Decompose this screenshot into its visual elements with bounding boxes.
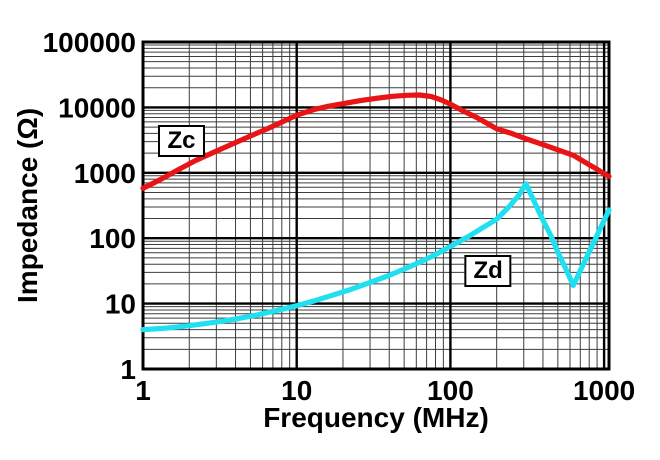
x-axis-tick: 10 [281,375,312,406]
x-axis-tick: 1 [135,375,151,406]
y-axis-tick: 10000 [58,92,136,123]
plot-border [141,40,611,371]
series-label-zd: Zd [464,255,512,287]
y-axis-tick: 1 [120,354,136,385]
y-axis-tick: 100000 [43,27,136,58]
series-curve-zc [140,92,612,191]
x-axis-tick: 1000 [573,375,635,406]
y-axis-tick: 10 [105,289,136,320]
series-curve-zd [140,181,612,333]
x-axis-tick: 100 [427,375,474,406]
y-axis-tick: 1000 [74,158,136,189]
y-axis-title: Impedance (Ω) [12,107,43,303]
series-label-zc: Zc [158,125,205,158]
y-axis-tick: 100 [89,223,136,254]
x-axis-title: Frequency (MHz) [263,402,489,433]
